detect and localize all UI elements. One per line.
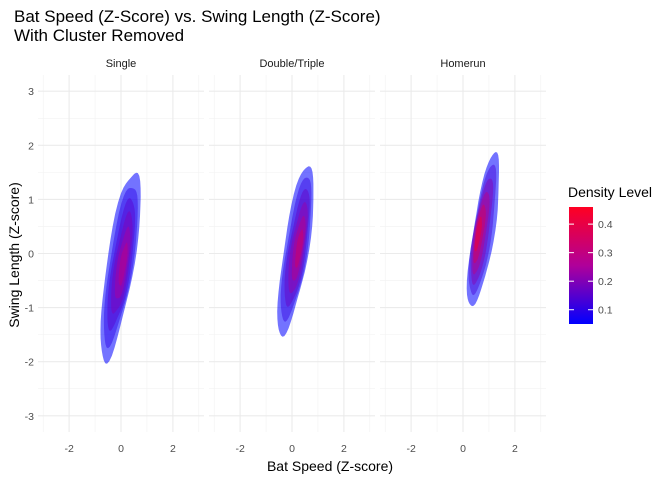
- panel-strip-label: Homerun: [440, 58, 485, 70]
- x-tick-label: 0: [460, 443, 466, 455]
- density-contour-level-0: [277, 166, 314, 337]
- density-contour-level-3: [111, 211, 133, 314]
- density-contour-level-4: [114, 226, 131, 299]
- y-tick-label: 3: [28, 86, 34, 98]
- legend-tick-label: 0.1: [598, 305, 613, 317]
- legend-tick-label: 0.2: [598, 276, 613, 288]
- density-contour-level-5: [118, 242, 128, 286]
- panel-2: Homerun -2 0 2: [380, 58, 546, 455]
- density-contour-level-0: [100, 172, 141, 364]
- chart-title: Bat Speed (Z-Score) vs. Swing Length (Z-…: [14, 7, 381, 26]
- panel-1: Double/Triple -2 0 2: [209, 58, 375, 455]
- x-tick-label: 2: [512, 443, 518, 455]
- x-tick-label: 2: [341, 443, 347, 455]
- density-contour-level-2: [107, 198, 136, 331]
- x-tick-label: -2: [235, 443, 244, 455]
- panels-layer: Single -2 0 2 Double/Triple -2 0 2 Homerun -2 0 2: [38, 58, 546, 455]
- x-tick-label: -2: [64, 443, 73, 455]
- y-axis-label: Swing Length (Z-score): [6, 182, 22, 328]
- y-tick-label: 0: [28, 249, 34, 261]
- density-contour-level-1: [103, 188, 138, 349]
- density-contour-level-1: [468, 164, 497, 296]
- density-contour-level-0: [466, 152, 499, 307]
- panel-strip-label: Single: [106, 58, 137, 70]
- legend: Density Level 0.1 0.2 0.3 0.4: [568, 184, 652, 324]
- density-contour-level-4: [473, 204, 486, 264]
- density-contour-level-5: [474, 216, 482, 252]
- y-tick-label: -1: [25, 303, 34, 315]
- density-contour-level-4: [291, 215, 306, 281]
- chart-subtitle: With Cluster Removed: [14, 26, 184, 45]
- legend-tick-label: 0.3: [598, 248, 613, 260]
- density-contour-level-2: [284, 189, 310, 307]
- legend-title: Density Level: [568, 184, 652, 200]
- density-contour-level-2: [470, 178, 494, 285]
- y-tick-label: 2: [28, 140, 34, 152]
- x-axis-label: Bat Speed (Z-score): [267, 458, 393, 474]
- y-tick-label: 1: [28, 194, 34, 206]
- x-tick-label: 2: [170, 443, 176, 455]
- density-contour-level-5: [295, 229, 304, 268]
- legend-color-bar: [569, 207, 593, 324]
- panel-strip-label: Double/Triple: [259, 58, 324, 70]
- y-tick-label: -2: [25, 357, 34, 369]
- density-contour-level-3: [472, 192, 490, 275]
- legend-tick-label: 0.4: [598, 219, 613, 231]
- legend-ticks: 0.1 0.2 0.3 0.4: [569, 219, 613, 317]
- y-axis-ticks: -3 -2 -1 0 1 2 3: [25, 86, 35, 423]
- y-tick-label: -3: [25, 411, 34, 423]
- x-tick-label: -2: [406, 443, 415, 455]
- x-tick-label: 0: [118, 443, 124, 455]
- panel-0: Single -2 0 2: [38, 58, 204, 455]
- density-contour-level-3: [288, 202, 308, 294]
- density-contour-level-1: [280, 177, 312, 322]
- x-tick-label: 0: [289, 443, 295, 455]
